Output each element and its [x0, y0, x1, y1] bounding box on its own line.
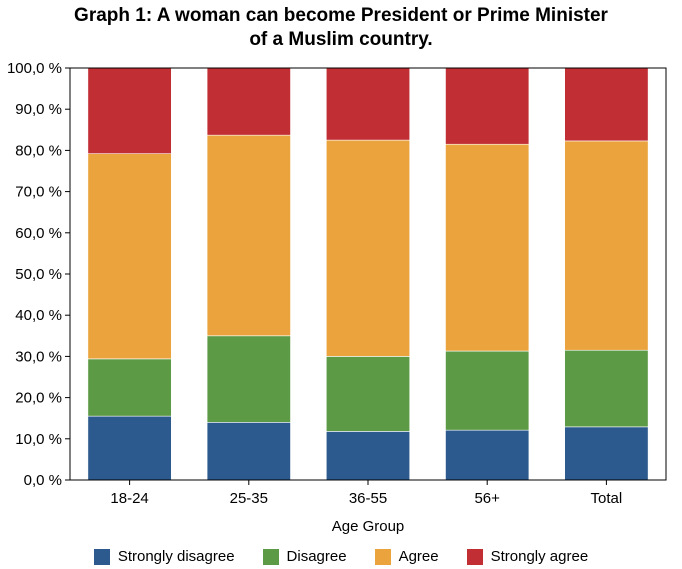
legend-label: Strongly disagree: [117, 548, 235, 565]
x-tick-label: Total: [591, 490, 623, 507]
bars-group: [87, 67, 649, 481]
bar-segment-disagree-25-35: [206, 335, 291, 423]
bar-segment-strongly-agree-56-: [445, 67, 530, 145]
bar-segment-strongly-agree-25-35: [206, 67, 291, 136]
legend-item-disagree: Disagree: [262, 548, 347, 565]
legend-label: Agree: [398, 548, 439, 565]
y-tick-label: 50,0 %: [15, 266, 62, 283]
bar-segment-agree-total: [564, 140, 649, 351]
legend-item-agree: Agree: [374, 548, 439, 565]
x-tick-label: 18-24: [110, 490, 148, 507]
bar-segment-strongly-disagree-56-: [445, 429, 530, 481]
x-tick-label: 56+: [474, 490, 500, 507]
x-axis-ticks: 18-24 25-35 36-55 56+ Total: [110, 480, 622, 507]
y-tick-label: 60,0 %: [15, 225, 62, 242]
bar-segment-agree-25-35: [206, 134, 291, 337]
bar-segment-strongly-disagree-total: [564, 426, 649, 481]
bar-segment-agree-36-55: [325, 139, 411, 357]
y-tick-label: 0,0 %: [24, 472, 62, 489]
y-tick-label: 20,0 %: [15, 390, 62, 407]
legend-swatch: [374, 548, 391, 565]
bar-segment-disagree-56-: [445, 350, 530, 431]
x-tick-label: 36-55: [349, 490, 387, 507]
y-tick-label: 100,0 %: [7, 60, 62, 77]
x-tick-label: 25-35: [230, 490, 268, 507]
y-tick-label: 30,0 %: [15, 348, 62, 365]
chart-title: Graph 1: A woman can become President or…: [0, 4, 682, 52]
y-axis-ticks: 0,0 % 10,0 % 20,0 % 30,0 % 40,0 % 50,0 % 60,0 …: [7, 60, 70, 489]
bar-segment-strongly-disagree-18-24: [87, 415, 172, 481]
chart-title-line-2: of a Muslim country.: [249, 29, 433, 50]
bar-segment-disagree-36-55: [325, 356, 411, 432]
bar-segment-strongly-disagree-36-55: [325, 431, 411, 481]
legend-label: Disagree: [286, 548, 347, 565]
bar-segment-strongly-agree-36-55: [325, 67, 411, 141]
y-tick-label: 40,0 %: [15, 307, 62, 324]
bar-segment-strongly-agree-18-24: [87, 67, 172, 154]
bar-segment-strongly-disagree-25-35: [206, 422, 291, 481]
bar-segment-agree-18-24: [87, 153, 172, 360]
y-tick-label: 70,0 %: [15, 184, 62, 201]
legend-item-strongly-disagree: Strongly disagree: [93, 548, 235, 565]
bar-segment-agree-56-: [445, 143, 530, 352]
legend-swatch: [262, 548, 279, 565]
legend-swatch: [93, 548, 110, 565]
y-tick-label: 80,0 %: [15, 142, 62, 159]
bar-segment-disagree-total: [564, 349, 649, 428]
legend-label: Strongly agree: [490, 548, 589, 565]
bar-segment-disagree-18-24: [87, 358, 172, 417]
x-axis-label: Age Group: [332, 518, 405, 535]
legend-swatch: [466, 548, 483, 565]
legend-item-strongly-agree: Strongly agree: [466, 548, 589, 565]
y-tick-label: 90,0 %: [15, 101, 62, 118]
y-tick-label: 10,0 %: [15, 431, 62, 448]
chart-title-line-1: Graph 1: A woman can become President or…: [74, 5, 608, 26]
bar-segment-strongly-agree-total: [564, 67, 649, 142]
legend: Strongly disagree Disagree Agree Strongly a…: [0, 548, 682, 565]
